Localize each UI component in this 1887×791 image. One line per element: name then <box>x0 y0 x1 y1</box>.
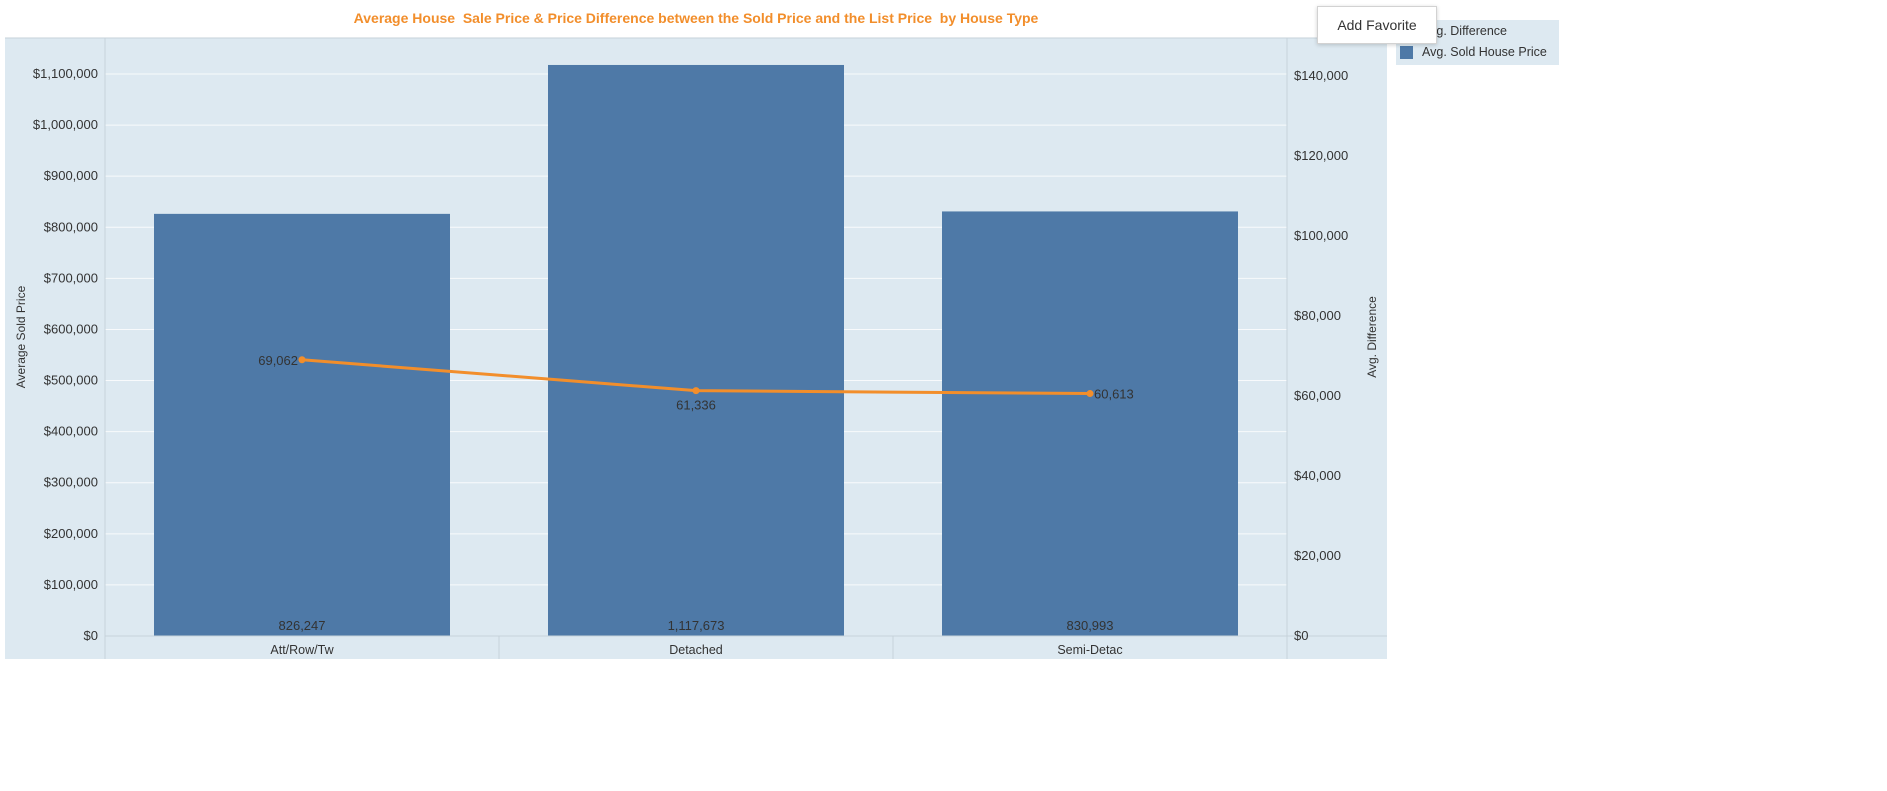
right-tick-label: $40,000 <box>1294 468 1341 483</box>
left-tick-label: $900,000 <box>44 168 98 183</box>
bar-value-label: 830,993 <box>1067 618 1114 633</box>
chart-title: Average House Sale Price & Price Differe… <box>353 10 1039 26</box>
left-tick-label: $700,000 <box>44 270 98 285</box>
right-tick-label: $80,000 <box>1294 308 1341 323</box>
right-tick-label: $0 <box>1294 628 1308 643</box>
left-tick-label: $500,000 <box>44 373 98 388</box>
bar <box>942 211 1238 637</box>
right-tick-label: $140,000 <box>1294 68 1348 83</box>
left-tick-label: $1,100,000 <box>33 66 98 81</box>
legend-label: Avg. Difference <box>1422 24 1508 38</box>
combo-chart: 826,247 1,117,673 830,993 69,062 61,336 60,61… <box>5 37 1387 659</box>
bar-swatch-icon <box>1400 45 1413 59</box>
line-value-label: 60,613 <box>1094 387 1134 402</box>
right-tick-label: $100,000 <box>1294 228 1348 243</box>
left-tick-label: $300,000 <box>44 475 98 490</box>
line-point <box>1086 390 1094 398</box>
left-tick-label: $100,000 <box>44 577 98 592</box>
left-tick-label: $600,000 <box>44 321 98 336</box>
line-point <box>692 387 700 395</box>
right-tick-label: $60,000 <box>1294 388 1341 403</box>
y2-axis-title: Avg. Difference <box>1365 296 1379 378</box>
legend-item-sold-price[interactable]: Avg. Sold House Price <box>1400 44 1547 60</box>
add-favorite-button[interactable]: Add Favorite <box>1317 6 1437 44</box>
line-value-label: 69,062 <box>258 353 298 368</box>
left-tick-label: $800,000 <box>44 219 98 234</box>
y-axis-title: Average Sold Price <box>14 285 28 388</box>
line-point <box>298 356 306 364</box>
bar <box>548 64 844 636</box>
left-tick-label: $200,000 <box>44 526 98 541</box>
left-tick-label: $400,000 <box>44 424 98 439</box>
line-value-label: 61,336 <box>676 398 716 413</box>
right-tick-label: $120,000 <box>1294 148 1348 163</box>
legend-label: Avg. Sold House Price <box>1422 45 1547 59</box>
category-label: Att/Row/Tw <box>270 643 334 657</box>
bar-value-label: 1,117,673 <box>668 618 725 633</box>
left-tick-label: $0 <box>84 628 98 643</box>
right-tick-label: $20,000 <box>1294 548 1341 563</box>
category-label: Detached <box>669 643 723 657</box>
left-tick-label: $1,000,000 <box>33 117 98 132</box>
bar-value-label: 826,247 <box>279 618 326 633</box>
category-label: Semi-Detac <box>1057 643 1122 657</box>
bar <box>154 213 450 636</box>
